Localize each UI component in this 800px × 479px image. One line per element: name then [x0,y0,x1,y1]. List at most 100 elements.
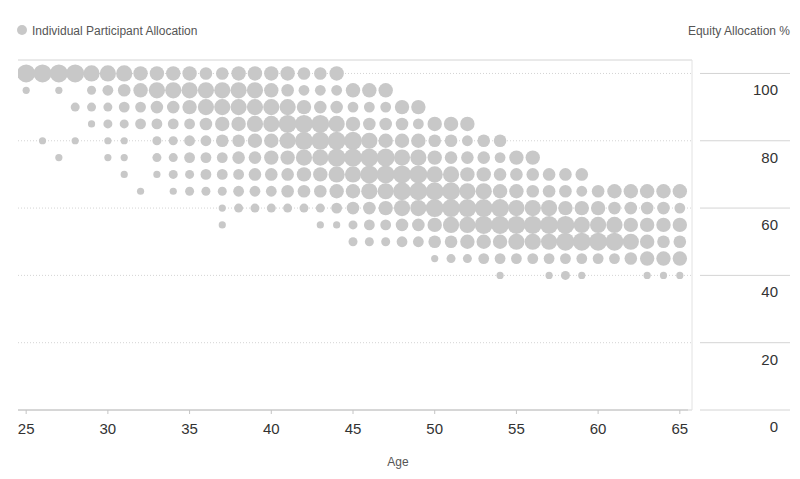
participant-dot [200,67,213,80]
participant-dot [673,218,687,232]
participant-dot [475,216,493,234]
participant-dot [426,199,444,217]
participant-dot [264,150,278,164]
x-tick-mark [598,410,599,414]
participant-dot [463,254,472,263]
participant-dot [410,200,426,216]
plot-frame-top [18,60,692,61]
participant-dot [216,134,229,147]
participant-dot [250,186,261,197]
x-tick-label: 65 [671,420,688,437]
participant-dot [313,167,327,181]
participant-dot [184,119,195,130]
x-tick-label: 25 [18,420,35,437]
participant-dot [264,66,278,80]
participant-dot [264,134,278,148]
participant-dot [39,137,46,144]
participant-dot [573,233,591,251]
y-axis-line [692,60,693,410]
participant-dot [100,65,116,81]
participant-dot [170,188,177,195]
participant-dot [462,135,473,146]
participant-dot [442,182,460,200]
participant-dot [378,83,392,97]
participant-dot [234,204,243,213]
participant-dot [608,202,621,215]
x-tick-label: 60 [590,420,607,437]
participant-dot [88,120,95,127]
participant-dot [494,168,507,181]
x-tick-label: 30 [100,420,117,437]
participant-dot [556,233,574,251]
participant-dot [640,218,654,232]
participant-dot [545,272,552,279]
participant-dot [656,251,670,265]
participant-dot [494,134,507,147]
participant-dot [311,132,329,150]
participant-dot [280,133,296,149]
points-group [18,64,687,279]
participant-dot [231,117,245,131]
participant-dot [590,217,606,233]
participant-dot [329,116,345,132]
x-tick-label: 40 [263,420,280,437]
participant-dot [267,204,276,213]
participant-dot [231,82,247,98]
grid-line [18,275,692,276]
participant-dot [219,221,226,228]
x-tick-label: 35 [181,420,198,437]
participant-dot [263,116,279,132]
participant-dot [527,253,538,264]
participant-dot [674,235,687,248]
participant-dot [561,271,570,280]
participant-dot [609,253,620,264]
participant-dot [393,182,411,200]
participant-dot [507,216,525,234]
participant-dot [298,185,311,198]
participant-dot [169,170,178,179]
participant-dot [214,82,230,98]
participant-dot [165,82,181,98]
participant-dot [135,119,146,130]
participant-dot [316,204,325,213]
participant-dot [120,119,129,128]
participant-dot [314,185,327,198]
x-tick-mark [271,410,272,414]
participant-dot [152,119,163,130]
participant-dot [232,134,245,147]
participant-dot [477,151,490,164]
participant-dot [576,253,587,264]
participant-dot [87,86,96,95]
participant-dot [348,102,359,113]
x-tick-label: 45 [345,420,362,437]
chart-container: 020406080100253035404550556065AgeEquity … [0,0,800,479]
participant-dot [349,237,358,246]
participant-dot [263,99,279,115]
participant-dot [118,84,131,97]
participant-dot [624,218,638,232]
participant-dot [445,151,458,164]
participant-dot [248,66,262,80]
participant-dot [428,117,442,131]
participant-dot [317,221,324,228]
participant-dot [198,99,214,115]
participant-dot [560,253,571,264]
participant-dot [413,119,424,130]
participant-dot [116,65,132,81]
y-tick-label: 40 [761,283,778,300]
participant-dot [508,200,524,216]
participant-dot [344,149,362,167]
participant-dot [328,132,346,150]
participant-dot [361,133,377,149]
participant-dot [279,115,297,133]
participant-dot [493,184,507,198]
participant-dot [426,182,444,200]
participant-dot [525,200,541,216]
y-tick-mark [700,208,790,209]
participant-dot [544,253,555,264]
participant-dot [673,251,687,265]
participant-dot [133,66,147,80]
participant-dot [491,199,509,217]
participant-dot [201,187,210,196]
participant-dot [55,154,62,161]
